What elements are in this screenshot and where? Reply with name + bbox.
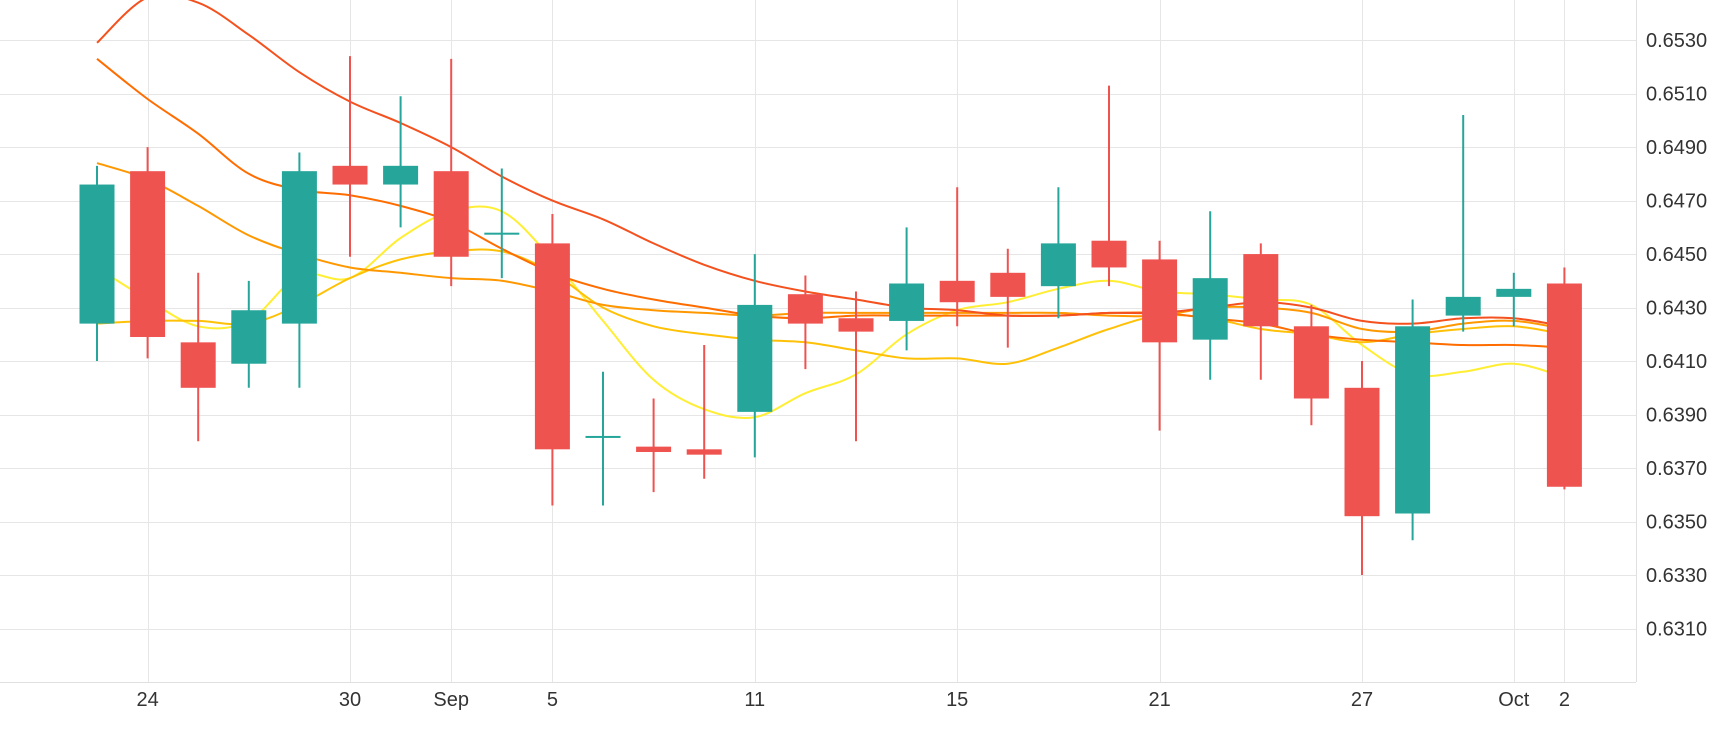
candle-body — [787, 294, 823, 324]
candle-body — [838, 318, 874, 332]
candle-body — [1192, 278, 1228, 340]
candle — [838, 291, 874, 442]
candle — [231, 280, 267, 388]
time-tick-label: 5 — [547, 689, 558, 711]
price-tick-label: 0.6470 — [1646, 191, 1707, 213]
candle — [1344, 361, 1380, 576]
candle-body — [1395, 326, 1431, 514]
candle — [1546, 267, 1582, 490]
candle-body — [1091, 240, 1127, 268]
candle — [1040, 187, 1076, 319]
candle — [636, 398, 672, 493]
time-tick-label: Sep — [433, 689, 469, 711]
candle — [1192, 211, 1228, 380]
candle-body — [889, 283, 925, 321]
candle-body — [130, 171, 166, 337]
moving-average-line-2 — [96, 248, 1565, 366]
candle-body — [1142, 259, 1178, 343]
candle-body — [484, 232, 520, 235]
price-axis-labels: 0.6310 0.6330 0.6350 0.6370 0.6390 0.6410 0.64… — [1646, 30, 1707, 640]
candle-body — [990, 272, 1026, 297]
moving-average-line-3 — [96, 162, 1565, 334]
candle — [737, 254, 773, 458]
candles — [79, 56, 1582, 576]
candle — [332, 56, 368, 257]
candle-body — [79, 184, 115, 324]
candle — [939, 187, 975, 327]
candle-body — [433, 171, 469, 257]
price-tick-label: 0.6370 — [1646, 458, 1707, 480]
candle — [1243, 243, 1279, 380]
candle — [1496, 272, 1532, 327]
candle — [281, 152, 317, 388]
candle-body — [1040, 243, 1076, 287]
candle — [130, 147, 166, 359]
time-tick-label: 24 — [136, 689, 158, 711]
candle — [585, 371, 621, 506]
time-tick-label: Oct — [1498, 689, 1530, 711]
time-tick-label: 15 — [946, 689, 968, 711]
time-axis-labels: 24 30 Sep 5 11 15 21 27 Oct 2 — [136, 689, 1569, 711]
moving-averages — [96, 0, 1565, 419]
candle — [484, 168, 520, 279]
time-tick-label: 2 — [1559, 689, 1570, 711]
candle-body — [1496, 288, 1532, 297]
candle-body — [1293, 326, 1329, 399]
candle — [433, 58, 469, 287]
candle — [180, 272, 216, 442]
candle — [1091, 85, 1127, 287]
candle — [686, 345, 722, 479]
candle — [1142, 240, 1178, 431]
price-tick-label: 0.6350 — [1646, 512, 1707, 534]
candle-body — [737, 304, 773, 412]
price-tick-label: 0.6450 — [1646, 244, 1707, 266]
price-tick-label: 0.6330 — [1646, 565, 1707, 587]
time-tick-label: 11 — [744, 689, 765, 711]
candle — [534, 213, 570, 506]
time-tick-label: 21 — [1148, 689, 1170, 711]
price-tick-label: 0.6310 — [1646, 619, 1707, 641]
candle-body — [231, 310, 267, 364]
candle — [1445, 115, 1481, 332]
price-tick-label: 0.6510 — [1646, 84, 1707, 106]
candle — [1293, 304, 1329, 426]
candle-body — [383, 165, 419, 185]
candle — [383, 96, 419, 228]
candle — [990, 248, 1026, 348]
candle-body — [332, 165, 368, 185]
candle — [889, 227, 925, 351]
candle-body — [686, 449, 722, 455]
price-tick-label: 0.6390 — [1646, 405, 1707, 427]
candle-body — [1344, 387, 1380, 517]
time-tick-label: 30 — [339, 689, 361, 711]
price-tick-label: 0.6410 — [1646, 351, 1707, 373]
price-tick-label: 0.6530 — [1646, 30, 1707, 52]
candle — [787, 275, 823, 370]
price-tick-label: 0.6430 — [1646, 298, 1707, 320]
candle-body — [939, 280, 975, 303]
candle-body — [180, 342, 216, 388]
candle-body — [534, 243, 570, 450]
candle-body — [585, 435, 621, 438]
candle-body — [1445, 296, 1481, 316]
candle-body — [636, 446, 672, 452]
candle-body — [1243, 254, 1279, 327]
candle-body — [1546, 283, 1582, 487]
candle-body — [281, 171, 317, 324]
candle — [1395, 299, 1431, 541]
price-tick-label: 0.6490 — [1646, 137, 1707, 159]
moving-average-line-5 — [96, 0, 1565, 328]
candle — [79, 165, 115, 362]
time-tick-label: 27 — [1351, 689, 1373, 711]
moving-average-line-4 — [96, 58, 1565, 349]
